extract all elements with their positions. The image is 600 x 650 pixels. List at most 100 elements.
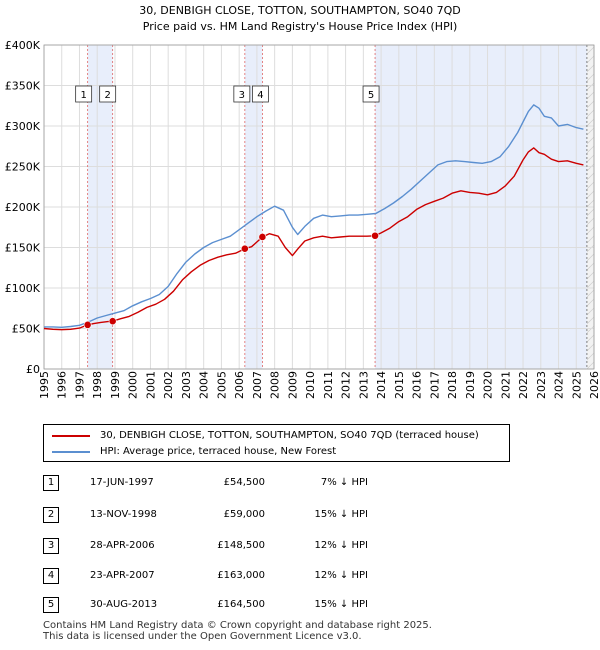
x-tick-label: 1996 <box>56 371 69 399</box>
future-hatch-line <box>586 217 594 226</box>
future-hatch-line <box>586 100 594 109</box>
sale-label-number: 4 <box>257 90 263 101</box>
sale-point <box>371 231 379 240</box>
future-hatch-line <box>586 235 594 244</box>
future-hatch-line <box>586 208 594 217</box>
attribution-line-2: This data is licensed under the Open Gov… <box>43 631 362 642</box>
x-tick-label: 2017 <box>428 371 441 399</box>
transaction-date: 13-NOV-1998 <box>90 509 157 520</box>
future-hatch-line <box>586 361 594 369</box>
future-hatch-line <box>586 190 594 199</box>
sale-point <box>240 244 249 253</box>
y-tick-label: £0 <box>26 363 40 376</box>
x-tick-label: 1997 <box>73 371 86 399</box>
x-tick-label: 2001 <box>144 371 157 399</box>
future-hatch-line <box>586 298 594 307</box>
x-tick-label: 1995 <box>38 371 51 399</box>
series-line-hpi <box>44 104 584 328</box>
plot-frame <box>43 44 595 370</box>
future-hatch-line <box>586 145 594 154</box>
sale-label-number: 5 <box>368 90 374 101</box>
future-hatch-line <box>586 82 594 91</box>
y-tick-label: £150K <box>5 242 41 255</box>
future-hatch-line <box>586 343 594 352</box>
chart-subtitle: Price paid vs. HM Land Registry's House … <box>143 20 458 33</box>
transaction-hpi-diff: 12% ↓ HPI <box>314 540 368 551</box>
x-tick-label: 2023 <box>535 371 548 399</box>
future-hatch-line <box>586 154 594 163</box>
x-tick-label: 2007 <box>251 371 264 399</box>
x-tick-label: 2010 <box>304 371 317 399</box>
sale-label-box <box>75 85 93 103</box>
transaction-number: 2 <box>43 507 59 523</box>
future-hatch-line <box>586 271 594 280</box>
y-tick-label: £250K <box>5 161 41 174</box>
y-tick-label: £200K <box>5 201 41 214</box>
future-hatch-line <box>586 127 594 136</box>
chart-title: 30, DENBIGH CLOSE, TOTTON, SOUTHAMPTON, … <box>139 4 460 17</box>
price-chart: 30, DENBIGH CLOSE, TOTTON, SOUTHAMPTON, … <box>5 4 600 399</box>
future-hatch-line <box>586 163 594 172</box>
x-tick-label: 1998 <box>91 371 104 399</box>
series-line-property <box>43 147 584 331</box>
x-tick-label: 2020 <box>482 371 495 399</box>
sale-label-box <box>233 85 251 103</box>
future-hatch-line <box>586 253 594 262</box>
x-tick-label: 2006 <box>233 371 246 399</box>
x-tick-label: 2011 <box>322 371 335 399</box>
x-tick-label: 1999 <box>109 371 122 399</box>
future-hatch-line <box>586 316 594 325</box>
future-hatch-line <box>586 45 588 46</box>
sale-point <box>258 233 267 241</box>
x-tick-label: 2021 <box>499 371 512 399</box>
future-hatch-line <box>586 244 594 253</box>
x-tick-label: 2012 <box>340 371 353 399</box>
x-tick-label: 2000 <box>127 371 140 399</box>
x-tick-label: 2014 <box>375 371 388 399</box>
x-tick-label: 2024 <box>553 371 566 399</box>
future-hatch-line <box>586 118 594 127</box>
sale-point <box>83 320 92 329</box>
x-tick-label: 2002 <box>162 371 175 399</box>
future-hatch-line <box>586 262 594 271</box>
sale-label-box <box>99 85 117 103</box>
transaction-date: 30-AUG-2013 <box>90 599 158 610</box>
y-tick-label: £50K <box>12 323 41 336</box>
future-hatch-line <box>586 136 594 145</box>
attribution-footer: Contains HM Land Registry data © Crown c… <box>43 620 432 642</box>
attribution-line-1: Contains HM Land Registry data © Crown c… <box>43 620 432 631</box>
transaction-price: £163,000 <box>217 570 265 581</box>
chart-legend: 30, DENBIGH CLOSE, TOTTON, SOUTHAMPTON, … <box>43 424 510 462</box>
future-hatch-line <box>586 334 594 343</box>
x-tick-label: 2004 <box>198 371 211 399</box>
legend-swatch-property <box>52 435 90 437</box>
x-tick-label: 2019 <box>464 371 477 399</box>
y-tick-label: £400K <box>5 39 41 52</box>
transaction-number: 4 <box>43 568 59 584</box>
future-hatch-line <box>586 46 594 55</box>
transaction-hpi-diff: 15% ↓ HPI <box>314 599 368 610</box>
x-tick-label: 2016 <box>411 371 424 399</box>
transaction-hpi-diff: 12% ↓ HPI <box>314 570 368 581</box>
future-hatch-line <box>586 109 594 118</box>
transaction-date: 28-APR-2006 <box>90 540 155 551</box>
future-hatch-line <box>586 289 594 298</box>
transaction-hpi-diff: 7% ↓ HPI <box>320 477 368 488</box>
future-hatch-line <box>586 325 594 334</box>
x-tick-label: 2009 <box>286 371 299 399</box>
x-tick-label: 2003 <box>180 371 193 399</box>
transaction-price: £54,500 <box>223 477 265 488</box>
y-tick-label: £350K <box>5 80 41 93</box>
sale-label-number: 2 <box>104 90 110 101</box>
future-hatch-line <box>586 181 594 190</box>
x-tick-label: 2026 <box>588 371 600 399</box>
legend-swatch-hpi <box>52 451 90 453</box>
future-hatch-line <box>586 91 594 100</box>
transaction-date: 17-JUN-1997 <box>90 477 154 488</box>
sale-label-number: 3 <box>239 90 245 101</box>
x-tick-label: 2018 <box>446 371 459 399</box>
x-tick-label: 2025 <box>570 371 583 399</box>
future-hatch-line <box>586 199 594 208</box>
y-tick-label: £300K <box>5 120 41 133</box>
transaction-number: 1 <box>43 475 59 491</box>
